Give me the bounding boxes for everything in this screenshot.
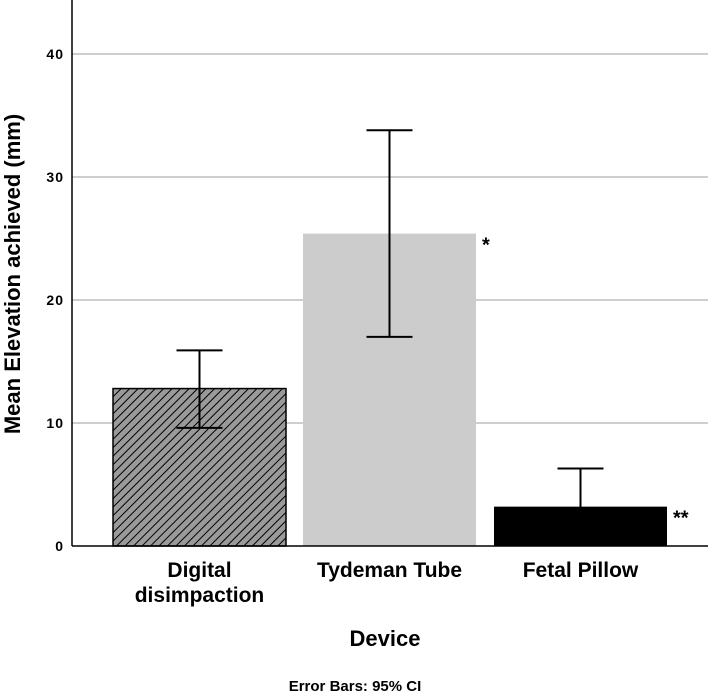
x-category-label: Tydeman Tube — [317, 559, 462, 582]
significance-marker: ** — [673, 508, 689, 530]
x-axis-title: Device — [350, 626, 421, 651]
y-tick-label: 20 — [46, 292, 64, 308]
error-bars — [176, 129, 604, 545]
error-bar — [366, 129, 413, 338]
y-tick-label: 40 — [46, 46, 64, 62]
axes — [71, 0, 708, 547]
error-bar — [557, 467, 604, 545]
x-category-label: Fetal Pillow — [523, 559, 639, 582]
x-category-label: Digital — [167, 559, 231, 582]
y-tick-label: 10 — [46, 415, 64, 431]
y-tick-label: 30 — [46, 169, 64, 185]
x-category-label: disimpaction — [135, 584, 265, 607]
error-bars-footnote: Error Bars: 95% CI — [289, 678, 422, 695]
error-bar — [176, 349, 223, 429]
y-tick-label: 0 — [55, 538, 64, 554]
y-axis-title: Mean Elevation achieved (mm) — [0, 114, 25, 434]
significance-marker: * — [482, 235, 490, 257]
